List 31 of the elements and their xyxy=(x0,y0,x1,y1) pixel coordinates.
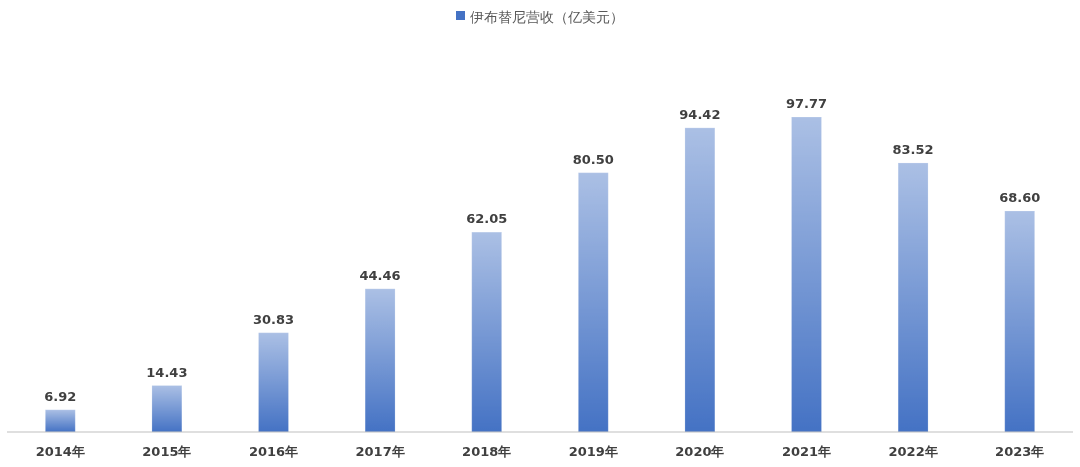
bar xyxy=(471,231,503,433)
x-tick-label: 2020年 xyxy=(675,444,725,459)
bar xyxy=(258,332,289,433)
data-label: 44.46 xyxy=(359,267,401,283)
x-tick-label: 2022年 xyxy=(888,444,938,459)
x-tick-label: 2017年 xyxy=(355,444,405,459)
x-tick-label: 2018年 xyxy=(462,444,512,459)
data-label: 6.92 xyxy=(44,388,77,404)
legend-label: 伊布替尼营收（亿美元） xyxy=(470,9,624,25)
data-label: 30.83 xyxy=(252,311,295,327)
data-label: 80.50 xyxy=(572,151,614,167)
bar xyxy=(44,409,76,433)
x-tick-label: 2023年 xyxy=(995,444,1045,459)
bar xyxy=(577,172,609,433)
data-label: 62.05 xyxy=(466,211,508,227)
data-label: 68.60 xyxy=(999,189,1041,205)
x-tick-label: 2019年 xyxy=(568,444,618,459)
x-tick-label: 2016年 xyxy=(248,444,299,459)
bar xyxy=(897,162,929,433)
data-label: 14.43 xyxy=(146,364,188,380)
x-tick-label: 2014年 xyxy=(35,444,85,459)
x-tick-label: 2015年 xyxy=(142,444,192,459)
data-label: 83.52 xyxy=(892,141,934,157)
bar xyxy=(151,385,183,433)
bar xyxy=(684,127,716,433)
data-label: 94.42 xyxy=(679,106,721,122)
data-label: 97.77 xyxy=(785,96,828,111)
bar xyxy=(1004,210,1036,433)
x-tick-label: 2021年 xyxy=(781,444,832,459)
bar xyxy=(364,288,396,433)
bar xyxy=(791,116,822,433)
